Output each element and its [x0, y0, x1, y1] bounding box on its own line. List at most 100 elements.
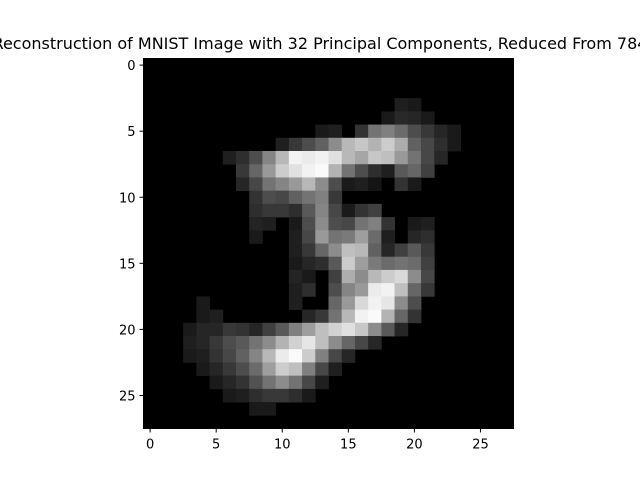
pixel-cell — [275, 349, 290, 363]
pixel-cell — [421, 256, 435, 271]
pixel-cell — [249, 203, 263, 218]
pixel-cell — [262, 402, 277, 416]
pixel-cell — [262, 388, 277, 403]
pixel-cell — [315, 375, 329, 390]
pixel-cell — [368, 137, 382, 152]
pixel-cell — [196, 336, 210, 350]
pixel-cell — [368, 217, 382, 231]
pixel-cell — [354, 269, 369, 284]
pixel-cell — [262, 190, 277, 205]
pixel-cell — [354, 124, 369, 139]
pixel-cell — [381, 243, 395, 258]
x-tick-label: 0 — [146, 438, 154, 453]
pixel-cell — [222, 349, 237, 363]
pixel-cell — [302, 269, 316, 284]
pixel-cell — [341, 296, 356, 310]
pixel-cell — [222, 362, 237, 377]
pixel-cell — [315, 164, 329, 178]
pixel-cell — [328, 296, 343, 310]
pixel-cell — [315, 217, 329, 231]
pixel-cell — [407, 164, 422, 178]
pixel-cell — [222, 151, 237, 165]
pixel-cell — [328, 243, 343, 258]
pixel-cell — [302, 309, 316, 324]
pixel-cell — [381, 230, 395, 244]
pixel-cell — [288, 243, 303, 258]
pixel-cell — [262, 151, 277, 165]
pixel-cell — [407, 230, 422, 244]
pixel-cell — [196, 322, 210, 337]
pixel-cell — [328, 322, 343, 337]
pixel-cell — [381, 217, 395, 231]
pixel-cell — [421, 151, 435, 165]
pixel-cell — [407, 137, 422, 152]
pixel-cell — [407, 296, 422, 310]
pixel-cell — [341, 217, 356, 231]
pixel-cell — [302, 375, 316, 390]
pixel-cell — [421, 283, 435, 297]
pixel-cell — [183, 349, 197, 363]
pixel-cell — [421, 111, 435, 125]
pixel-cell — [368, 203, 382, 218]
pixel-cell — [394, 269, 409, 284]
pixel-cell — [341, 349, 356, 363]
pixel-cell — [328, 190, 343, 205]
pixel-cell — [315, 151, 329, 165]
pixel-cell — [394, 296, 409, 310]
pixel-cell — [315, 124, 329, 139]
pixel-cell — [249, 349, 263, 363]
y-tick-label: 25 — [119, 389, 136, 404]
pixel-cell — [302, 164, 316, 178]
x-tick-label: 5 — [212, 438, 220, 453]
pixel-cell — [407, 256, 422, 271]
pixel-cell — [328, 256, 343, 271]
pixel-cell — [196, 362, 210, 377]
pixel-cell — [315, 230, 329, 244]
pixel-cell — [341, 243, 356, 258]
pixel-cell — [288, 177, 303, 192]
pixel-cell — [249, 190, 263, 205]
pixel-cell — [328, 230, 343, 244]
pixel-cell — [222, 336, 237, 350]
pixel-cell — [249, 375, 263, 390]
pixel-cell — [262, 349, 277, 363]
pixel-cell — [249, 217, 263, 231]
pixel-cell — [249, 177, 263, 192]
pixel-cell — [249, 402, 263, 416]
pixel-cell — [288, 296, 303, 310]
pixel-cell — [288, 375, 303, 390]
pixel-cell — [209, 309, 224, 324]
pixel-cell — [315, 177, 329, 192]
pixel-cell — [368, 164, 382, 178]
pixel-cell — [288, 217, 303, 231]
pixel-cell — [275, 151, 290, 165]
pixel-cell — [288, 137, 303, 152]
pixel-cell — [368, 322, 382, 337]
pixel-cell — [407, 124, 422, 139]
pixel-cell — [315, 203, 329, 218]
pixel-cell — [275, 177, 290, 192]
y-tick-label: 15 — [119, 257, 136, 272]
pixel-cell — [288, 203, 303, 218]
pixel-cell — [368, 296, 382, 310]
pixel-cell — [315, 362, 329, 377]
pixel-cell — [354, 243, 369, 258]
pixel-cell — [368, 177, 382, 192]
pixel-cell — [447, 137, 462, 152]
pixel-cell — [341, 177, 356, 192]
pixel-cell — [288, 190, 303, 205]
x-tick-label: 10 — [274, 438, 291, 453]
pixel-cell — [288, 283, 303, 297]
pixel-cell — [354, 230, 369, 244]
pixel-cell — [288, 336, 303, 350]
pixel-cell — [288, 322, 303, 337]
pixel-cell — [196, 296, 210, 310]
pixel-cell — [341, 137, 356, 152]
pixel-cell — [434, 124, 448, 139]
pixel-cell — [262, 336, 277, 350]
pixel-cell — [354, 336, 369, 350]
pixel-cell — [315, 243, 329, 258]
y-axis: 0 5 10 15 20 25 — [119, 59, 144, 404]
pixel-cell — [328, 151, 343, 165]
pixel-cell — [394, 309, 409, 324]
